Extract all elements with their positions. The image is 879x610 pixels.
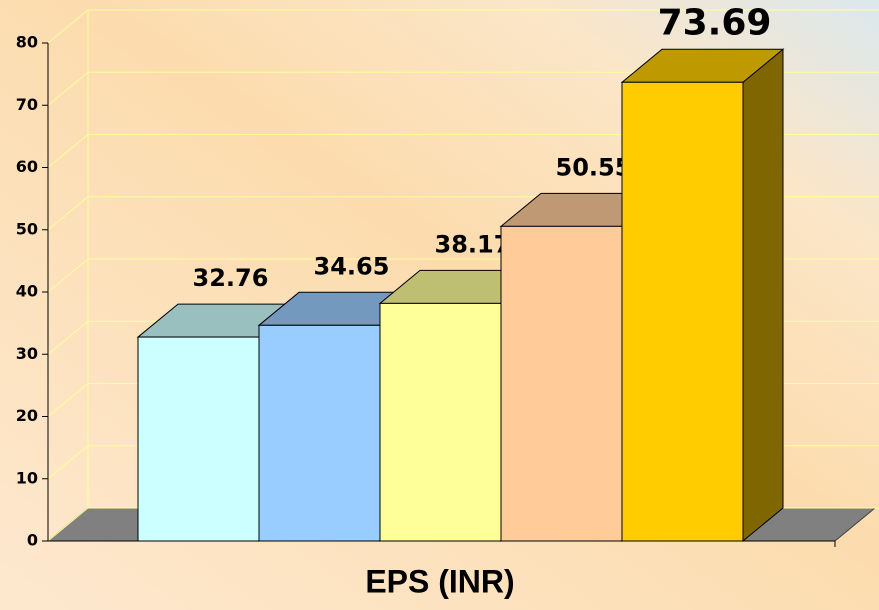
value-label: 34.65 [314,252,390,280]
value-label: 32.76 [193,264,269,292]
bar [137,336,260,542]
y-tick-label: 50 [16,219,38,238]
y-tick-label: 80 [16,33,38,52]
value-label: 50.55 [556,153,632,181]
y-tick-label: 10 [16,468,38,487]
y-tick-label: 40 [16,282,38,301]
value-label: 73.69 [658,2,772,43]
bar [500,225,623,542]
bar [258,324,381,542]
bar [621,81,744,542]
grid-line [47,134,879,168]
x-axis-title: EPS (INR) [365,563,514,599]
grid-line [47,71,879,106]
bar [379,302,502,542]
y-tick-label: 0 [27,531,38,550]
bar-side [742,48,784,543]
grid-line [47,9,879,44]
value-label: 38.17 [435,230,511,258]
y-tick-label: 20 [16,406,38,425]
y-tick-label: 70 [16,95,38,114]
y-tick-label: 30 [16,344,38,363]
y-tick-label: 60 [16,157,38,176]
